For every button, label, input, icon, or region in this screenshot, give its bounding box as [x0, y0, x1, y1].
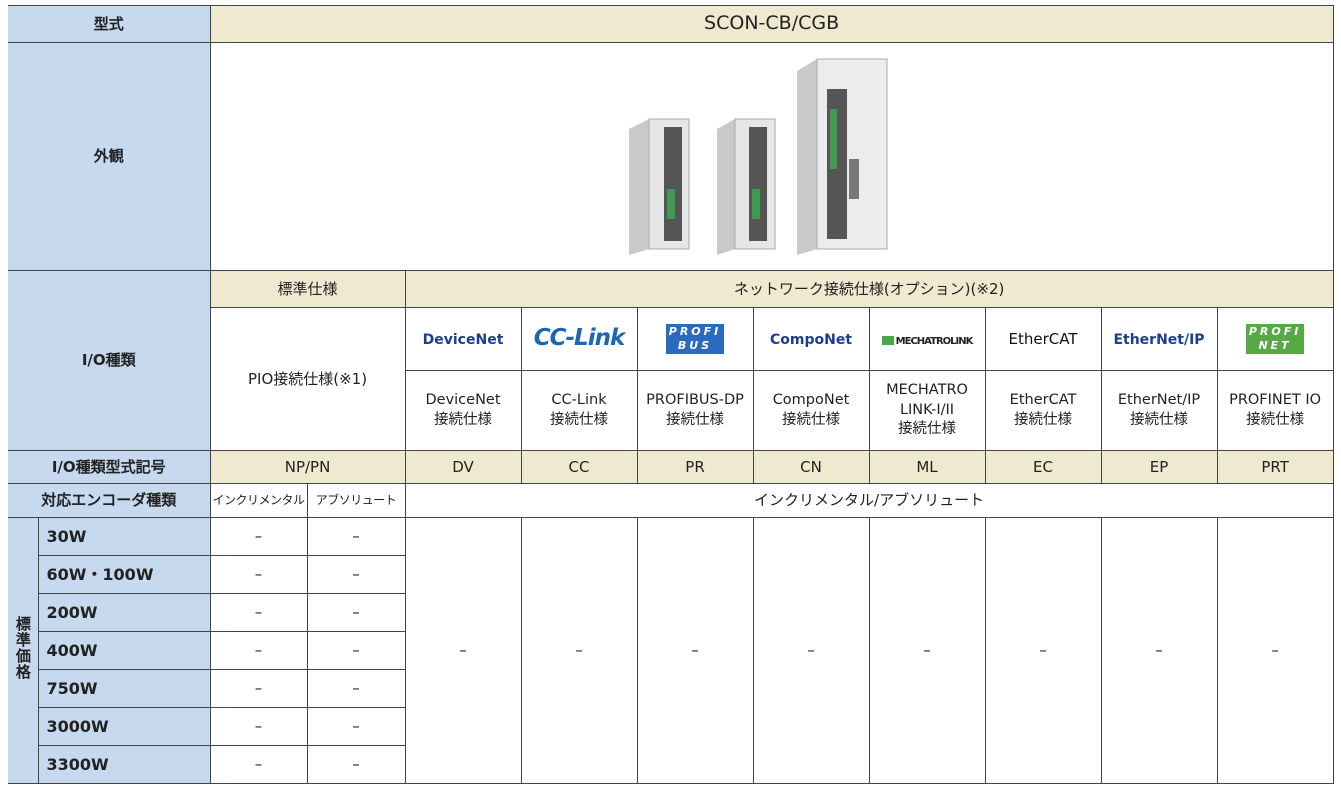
network-logo: EtherCAT	[1008, 329, 1078, 348]
row-appearance: 外観	[8, 42, 1334, 271]
price-absolute: –	[306, 669, 406, 708]
network-price: –	[520, 517, 638, 784]
row-io-codes: I/O種類型式記号 NP/PN DV CC PR CN ML EC EP PRT	[8, 450, 1334, 484]
network-name: CompoNet 接続仕様	[752, 370, 870, 451]
network-code: CC	[520, 450, 638, 484]
encoder-network: インクリメンタル/アブソリュート	[404, 483, 1334, 518]
network-code: CN	[752, 450, 870, 484]
network-code: PR	[636, 450, 754, 484]
encoder-absolute: アブソリュート	[306, 483, 406, 518]
io-type-label: I/O種類	[8, 270, 211, 451]
encoder-label: 対応エンコーダ種類	[8, 483, 211, 518]
unit-small-1	[628, 118, 690, 255]
network-logo: PROFI BUS	[665, 324, 725, 354]
wattage: 3000W	[37, 707, 211, 746]
row-price: 750W – –	[8, 669, 1333, 708]
row-price: 60W・100W – –	[8, 555, 1333, 594]
price-label-cell: 標準価格	[8, 517, 39, 784]
logo-cell: EtherCAT	[984, 307, 1102, 371]
network-logo: DeviceNet	[422, 331, 504, 348]
logo-cell: DeviceNet	[404, 307, 522, 371]
network-code: PRT	[1216, 450, 1334, 484]
row-price: 標準価格 30W – – – – – – – – – –	[8, 517, 1334, 784]
wattage: 400W	[37, 631, 211, 670]
logo-cell: CompoNet	[752, 307, 870, 371]
network-name: EtherNet/IP 接続仕様	[1100, 370, 1218, 451]
network-name: PROFINET IO 接続仕様	[1216, 370, 1334, 451]
network-price: –	[1100, 517, 1218, 784]
network-name: MECHATRO LINK-I/II 接続仕様	[868, 370, 986, 451]
price-incremental: –	[209, 593, 308, 632]
network-price: –	[636, 517, 754, 784]
unit-large	[796, 58, 888, 255]
row-network-names: DeviceNet 接続仕様 CC-Link 接続仕様 PROFIBUS-DP 接続…	[8, 370, 1334, 451]
appearance-label: 外観	[8, 42, 211, 271]
encoder-incremental: インクリメンタル	[209, 483, 308, 518]
network-price: –	[868, 517, 986, 784]
row-logos: PIO接続仕様(※1) DeviceNet CC-Link PROFI BUS Comp…	[8, 307, 1334, 451]
network-code: EP	[1100, 450, 1218, 484]
price-incremental: –	[209, 631, 308, 670]
price-label: 標準価格	[13, 615, 32, 680]
logo-cell: EtherNet/IP	[1100, 307, 1218, 371]
network-price: –	[984, 517, 1102, 784]
pio-code: NP/PN	[209, 450, 406, 484]
wattage: 750W	[37, 669, 211, 708]
row-encoder: 対応エンコーダ種類 インクリメンタル アブソリュート インクリメンタル/アブソリュート	[8, 483, 1334, 518]
price-absolute: –	[306, 745, 406, 784]
product-photo	[628, 58, 888, 255]
network-spec: ネットワーク接続仕様(オプション)(※2)	[404, 270, 1334, 308]
network-name: DeviceNet 接続仕様	[404, 370, 522, 451]
row-io-header: I/O種類 標準仕様 ネットワーク接続仕様(オプション)(※2)	[8, 270, 1334, 451]
row-model: 型式 SCON-CB/CGB	[8, 5, 1334, 43]
network-price: –	[404, 517, 522, 784]
spec-table: 型式 SCON-CB/CGB 外観	[8, 5, 1334, 784]
network-logo: EtherNet/IP	[1113, 331, 1205, 348]
price-incremental: –	[209, 745, 308, 784]
wattage: 200W	[37, 593, 211, 632]
standard-spec: 標準仕様	[209, 270, 406, 308]
row-price: 400W – –	[8, 631, 1333, 670]
logo-cell: CC-Link	[520, 307, 638, 371]
model: SCON-CB/CGB	[209, 5, 1334, 43]
network-name: CC-Link 接続仕様	[520, 370, 638, 451]
price-absolute: –	[306, 707, 406, 746]
network-logo: CompoNet	[770, 331, 853, 348]
row-price: 3000W – –	[8, 707, 1333, 746]
network-code: EC	[984, 450, 1102, 484]
logo-cell: PROFI BUS	[636, 307, 754, 371]
network-name: EtherCAT 接続仕様	[984, 370, 1102, 451]
row-price: 3300W – –	[8, 745, 1333, 784]
network-logo: PROFI NET	[1245, 324, 1305, 354]
network-code: ML	[868, 450, 986, 484]
network-logo: MECHATROLINK	[882, 335, 974, 349]
price-absolute: –	[306, 593, 406, 632]
network-price: –	[752, 517, 870, 784]
wattage: 60W・100W	[37, 555, 211, 594]
price-incremental: –	[209, 669, 308, 708]
network-name: PROFIBUS-DP 接続仕様	[636, 370, 754, 451]
model-label: 型式	[8, 5, 211, 43]
table-body: 型式 SCON-CB/CGB 外観	[8, 5, 1334, 784]
wattage: 3300W	[37, 745, 211, 784]
network-code: DV	[404, 450, 522, 484]
price-incremental: –	[209, 707, 308, 746]
network-price: –	[1216, 517, 1334, 784]
price-absolute: –	[306, 555, 406, 594]
price-absolute: –	[306, 517, 406, 556]
unit-small-2	[716, 118, 776, 255]
price-absolute: –	[306, 631, 406, 670]
price-incremental: –	[209, 517, 308, 556]
network-logo: CC-Link	[533, 325, 626, 352]
wattage: 30W	[37, 517, 211, 556]
logo-cell: PROFI NET	[1216, 307, 1334, 371]
pio-spec: PIO接続仕様(※1)	[209, 307, 406, 451]
io-code-label: I/O種類型式記号	[8, 450, 211, 484]
price-incremental: –	[209, 555, 308, 594]
logo-cell: MECHATROLINK	[868, 307, 986, 371]
appearance-cell	[209, 42, 1334, 271]
